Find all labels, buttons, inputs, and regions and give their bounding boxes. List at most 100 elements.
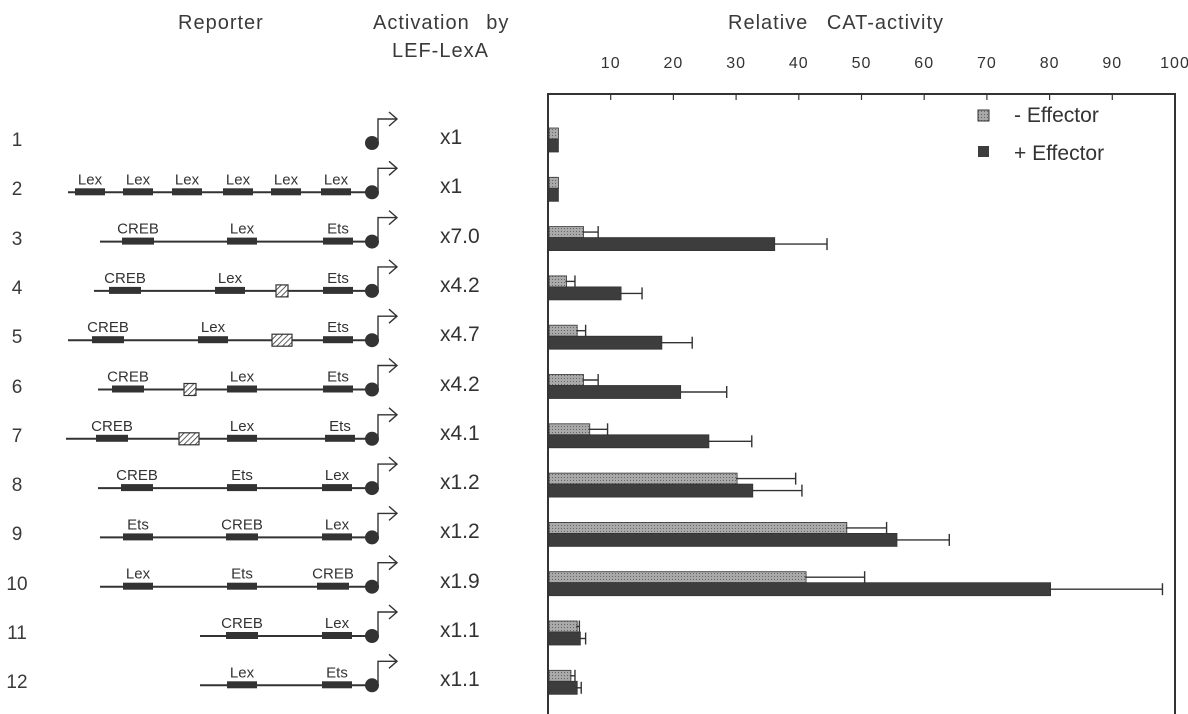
binding-site (227, 385, 257, 393)
binding-site-label: Ets (231, 467, 253, 484)
promoter-dot (365, 382, 379, 397)
bar-plus-effector-rect (548, 138, 559, 153)
x-tick-label: 90 (1102, 55, 1122, 72)
transcription-arrow (377, 315, 396, 339)
legend-label-minus: - Effector (1014, 104, 1099, 127)
binding-site-label: Ets (327, 270, 349, 287)
activation-fold: x1.2 (440, 471, 480, 495)
row-number: 6 (11, 376, 23, 398)
binding-site (322, 533, 352, 541)
row-number: 8 (11, 475, 23, 497)
construct-row: CREB Lex (200, 604, 399, 643)
binding-site (323, 336, 353, 344)
transcription-arrow (377, 463, 396, 487)
bar-plus-effector-rect (548, 680, 578, 695)
arrow-head (388, 604, 399, 620)
arrow-head (388, 505, 399, 521)
binding-site-label: CREB (116, 467, 158, 484)
transcription-arrow (377, 414, 396, 437)
binding-site-label: Lex (226, 171, 251, 188)
bar-minus-effector-rect (548, 374, 584, 386)
bar-plus-effector-rect (548, 335, 663, 350)
bar-minus-effector-rect (548, 620, 578, 633)
activation-fold: x1.1 (440, 619, 480, 642)
promoter-dot (365, 629, 379, 643)
bar-minus-effector (548, 472, 797, 485)
arrow-head (388, 111, 399, 127)
arrow-head (388, 456, 399, 472)
binding-site (223, 188, 253, 196)
spacer-box (178, 432, 200, 446)
row-number: 9 (11, 524, 23, 546)
bar-minus-effector-rect (548, 324, 578, 337)
legend-label-plus: + Effector (1014, 142, 1104, 165)
binding-site-label: CREB (107, 369, 149, 386)
binding-site (123, 188, 153, 196)
binding-site (172, 188, 202, 196)
binding-site-label: CREB (221, 615, 263, 632)
binding-site-label: CREB (87, 319, 129, 336)
row-number: 12 (6, 672, 28, 694)
bar-minus-effector-rect (548, 275, 567, 288)
binding-site (322, 484, 352, 492)
bar-minus-effector (548, 324, 587, 337)
row-number: 3 (11, 228, 23, 250)
bar-minus-effector (548, 571, 866, 584)
binding-site (227, 434, 257, 442)
binding-site-label: CREB (104, 270, 146, 287)
bar-plus-effector (548, 286, 643, 301)
bar-minus-effector-rect (548, 472, 738, 485)
construct-row: Lex Ets (200, 653, 399, 693)
binding-site (227, 484, 257, 492)
binding-site (123, 582, 153, 590)
bar-minus-effector (548, 620, 581, 633)
construct-row: Lex Lex Lex Lex Lex Lex (68, 160, 399, 200)
binding-site-label: CREB (91, 418, 133, 435)
bar-plus-effector-rect (548, 434, 710, 449)
bar-plus-effector (548, 533, 950, 547)
binding-site-label: CREB (312, 566, 354, 583)
row-number: 11 (7, 623, 27, 644)
binding-site (322, 681, 352, 689)
bar-minus-effector (548, 176, 559, 189)
binding-site (198, 336, 228, 344)
transcription-arrow (377, 562, 396, 585)
transcription-arrow (377, 266, 396, 289)
transcription-arrow (377, 611, 396, 634)
row-number: 7 (11, 425, 23, 447)
binding-site-label: Ets (327, 221, 349, 238)
binding-site (227, 237, 257, 245)
bar-plus-effector (548, 335, 693, 350)
binding-site (271, 188, 301, 196)
bar-minus-effector-rect (548, 522, 848, 534)
activation-fold: x1.9 (440, 569, 480, 593)
promoter-dot (365, 431, 379, 446)
arrow-head (388, 653, 399, 669)
activation-fold: x4.2 (440, 372, 480, 396)
binding-site (226, 533, 258, 541)
bar-plus-effector-rect (548, 631, 581, 646)
construct-row: CREB Lex Ets (66, 407, 399, 446)
transcription-arrow (377, 364, 396, 388)
construct-row: Lex Ets CREB (100, 555, 399, 594)
binding-site-label: Ets (327, 319, 349, 336)
construct-row: Ets CREB Lex (100, 505, 399, 545)
binding-site-label: Lex (126, 171, 151, 188)
bar-plus-effector-rect (548, 582, 1052, 597)
bar-minus-effector (548, 521, 888, 534)
arrow-head (388, 259, 399, 275)
x-tick-label: 10 (601, 55, 621, 72)
binding-site (123, 533, 153, 541)
row-number: 4 (11, 277, 23, 299)
spacer-box (183, 382, 197, 397)
x-tick-label: 60 (914, 55, 934, 72)
binding-site-label: Lex (230, 369, 255, 386)
binding-site-label: Ets (231, 566, 253, 583)
bar-minus-effector (548, 275, 576, 288)
arrow-head (388, 555, 399, 571)
binding-site-label: Lex (175, 171, 200, 188)
bar-plus-effector-rect (548, 483, 754, 498)
binding-site (75, 188, 105, 196)
bar-minus-effector-rect (548, 127, 559, 140)
